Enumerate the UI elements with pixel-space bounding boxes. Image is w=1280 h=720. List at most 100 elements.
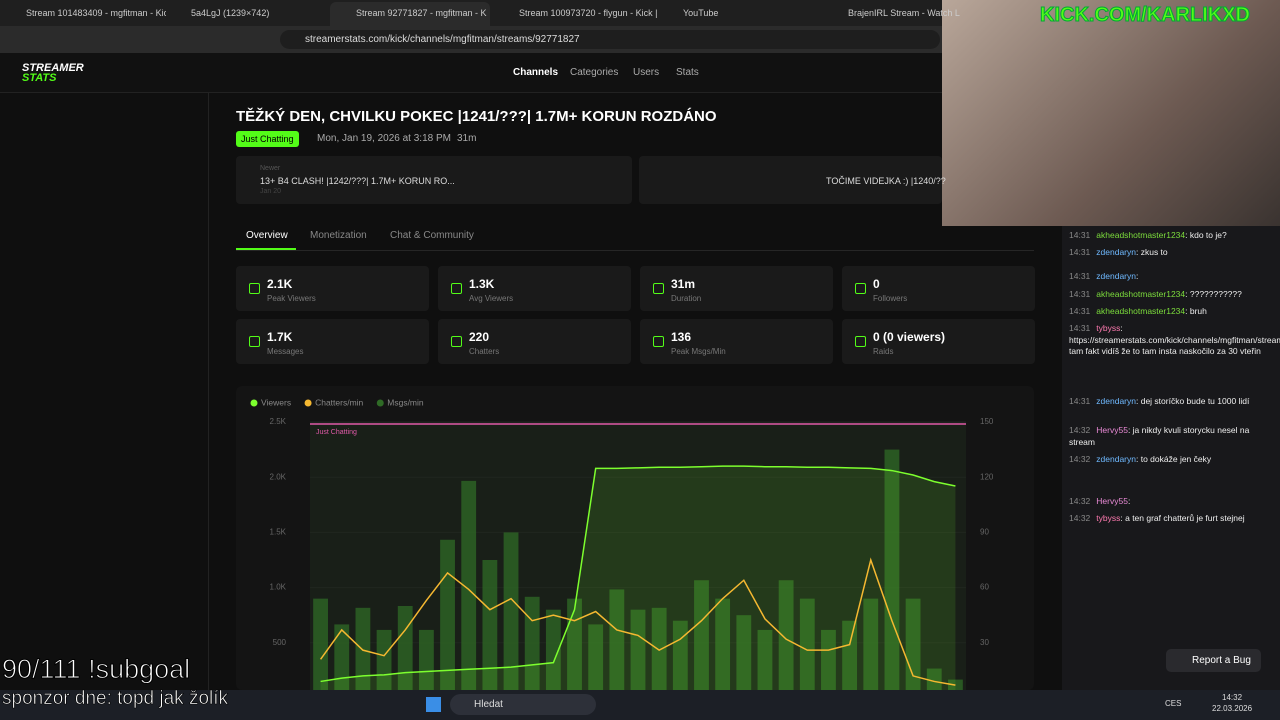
stat-label: Messages — [267, 347, 304, 356]
legend-label: Chatters/min — [315, 397, 363, 407]
page-tab[interactable]: Monetization — [310, 230, 367, 241]
bar — [651, 607, 667, 690]
chat-user: Hervy55 — [1096, 496, 1128, 506]
stat-value: 1.3K — [469, 277, 495, 291]
webcam-caption: KICK.COM/KARLIKXD — [1040, 4, 1251, 27]
tray-time: 14:32 — [1222, 693, 1243, 702]
browser-tab[interactable]: Stream 100973720 - flygun - Kick | St — [519, 8, 659, 18]
y2-tick-label: 30 — [980, 638, 989, 647]
chat-message: 14:32 zdendaryn: to dokáže jen čeky — [1069, 454, 1212, 464]
chat-time: 14:32 — [1069, 496, 1091, 506]
tab-underline — [236, 248, 296, 250]
chat-text: bruh — [1189, 306, 1207, 316]
overlay-text: sponzor dne: topd jak žolík — [2, 688, 229, 710]
stat-icon — [249, 336, 260, 347]
area — [320, 466, 956, 690]
stat-label: Followers — [873, 294, 908, 303]
chat-message: 14:31 akheadshotmaster1234: bruh — [1069, 306, 1207, 316]
chat-panel — [1062, 226, 1280, 690]
tray-date: 22.03.2026 — [1212, 704, 1253, 713]
chat-text: ja nikdy kvuli storycku nesel na stream — [1069, 425, 1250, 447]
chat-text: zkus to — [1140, 247, 1168, 257]
chat-message: 14:32 Hervy55: — [1069, 496, 1131, 506]
line — [319, 557, 956, 686]
stat-icon — [451, 283, 462, 294]
legend-label: Msgs/min — [387, 397, 424, 407]
y2-tick-label: 120 — [980, 472, 994, 481]
chat-user: zdendaryn — [1096, 247, 1136, 257]
bar — [503, 532, 519, 690]
logo: STATS — [22, 72, 57, 84]
bar — [418, 629, 434, 690]
y2-tick-label: 90 — [980, 528, 989, 537]
stat-icon — [653, 283, 664, 294]
browser-tab[interactable]: Stream 101483409 - mgfitman - Kick — [26, 8, 166, 18]
page-tab[interactable]: Chat & Community — [390, 230, 474, 241]
nav-link[interactable]: Stats — [676, 67, 699, 78]
bar — [397, 606, 413, 690]
stat-icon — [855, 283, 866, 294]
stat-value: 0 (0 viewers) — [873, 330, 946, 344]
y2-tick-label: 150 — [980, 417, 994, 426]
nav-link[interactable]: Channels — [513, 67, 559, 78]
chat-time: 14:32 — [1069, 425, 1091, 435]
bar — [313, 598, 328, 690]
y-tick-label: 500 — [273, 638, 287, 647]
search-box[interactable] — [450, 694, 596, 715]
chat-time: 14:32 — [1069, 454, 1091, 464]
y-tick-label: 1.0K — [270, 583, 287, 592]
chat-message: 14:32 Hervy55: ja nikdy kvuli storycku ne… — [1069, 425, 1250, 447]
y-tick-label: 2.0K — [270, 472, 287, 481]
chat-time: 14:31 — [1069, 271, 1091, 281]
bar — [440, 539, 455, 690]
tray-lang: CES — [1165, 699, 1182, 708]
start-button[interactable] — [426, 697, 441, 712]
browser-tab[interactable]: YouTube — [683, 8, 719, 18]
older-title: TOČIME VIDEJKA :) |1240/?? — [826, 176, 946, 186]
chat-time: 14:32 — [1069, 513, 1091, 523]
chat-time: 14:31 — [1069, 306, 1091, 316]
page-tab[interactable]: Overview — [246, 230, 288, 241]
nav-link[interactable]: Categories — [570, 67, 619, 78]
stat-label: Avg Viewers — [469, 294, 514, 303]
stat-card — [842, 266, 1035, 311]
bar — [672, 620, 688, 690]
chat-text: to dokáže jen čeky — [1140, 454, 1212, 464]
chat-message: 14:31 tybyss: https://streamerstats.com/k… — [1069, 323, 1280, 358]
url-field[interactable] — [280, 30, 940, 49]
nav-card[interactable] — [236, 156, 632, 204]
stat-label: Duration — [671, 294, 702, 303]
chat-time: 14:31 — [1069, 230, 1091, 240]
chat-user: akheadshotmaster1234 — [1096, 306, 1186, 316]
bar — [545, 609, 561, 690]
chat-user: zdendaryn — [1096, 271, 1136, 281]
chat-message: 14:31 zdendaryn: zkus to — [1069, 247, 1168, 257]
site-header — [0, 53, 1062, 93]
browser-tab[interactable]: Stream 92771827 - mgfitman - K — [356, 8, 487, 18]
nav-link[interactable]: Users — [633, 67, 660, 78]
y2-tick-label: 60 — [980, 583, 989, 592]
stat-card — [438, 266, 631, 311]
category-badge[interactable]: Just Chatting — [236, 131, 299, 147]
stat-icon — [451, 336, 462, 347]
bar — [736, 615, 752, 690]
stat-icon — [653, 336, 664, 347]
bar — [567, 598, 582, 690]
nav-card[interactable] — [639, 156, 942, 204]
browser-tab[interactable]: 5a4LgJ (1239×742) — [191, 8, 270, 18]
chat-time: 14:31 — [1069, 247, 1091, 257]
report-button[interactable]: Report a Bug — [1166, 649, 1261, 672]
stat-icon — [249, 283, 260, 294]
browser-tab[interactable]: BrajenIRL Stream - Watch L — [848, 8, 960, 18]
chat-user: tybyss — [1096, 513, 1121, 523]
y-tick-label: 2.5K — [270, 417, 287, 426]
stream-duration: 31m — [457, 133, 477, 144]
chat-text: dej storíčko bude tu 1000 lidí — [1140, 396, 1250, 406]
active-tab — [330, 2, 490, 26]
bar — [630, 609, 646, 690]
tab-divider — [236, 250, 1034, 251]
legend-swatch — [376, 399, 384, 407]
stat-value: 1.7K — [267, 330, 293, 344]
chat-user: Hervy55 — [1096, 425, 1128, 435]
